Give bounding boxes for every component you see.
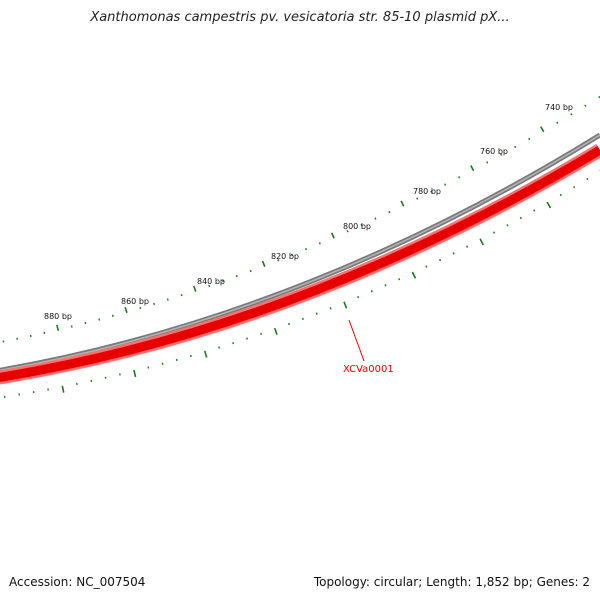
minor-tick [572, 185, 576, 189]
minor-tick [277, 259, 280, 262]
map-title: Xanthomonas campestris pv. vesicatoria s… [90, 10, 510, 25]
topology-summary: Topology: circular; Length: 1,852 bp; Ge… [313, 575, 590, 589]
minor-tick [153, 302, 156, 306]
plasmid-backbone [0, 132, 600, 373]
gene-label[interactable]: XCVa0001 [343, 364, 394, 375]
major-tick [400, 200, 405, 207]
major-tick [61, 385, 65, 393]
minor-tick [500, 153, 503, 156]
minor-tick [388, 210, 391, 214]
minor-tick [492, 231, 496, 234]
minor-tick [570, 113, 573, 116]
minor-tick [556, 121, 559, 124]
minor-tick [139, 306, 142, 310]
minor-tick [533, 209, 536, 212]
minor-tick [175, 358, 178, 362]
major-tick [273, 327, 278, 335]
major-tick [330, 232, 335, 239]
minor-tick [452, 252, 455, 255]
minor-tick [98, 318, 101, 321]
minor-tick [189, 354, 192, 358]
major-tick [411, 271, 417, 279]
major-tick [56, 324, 60, 331]
minor-tick [161, 362, 164, 365]
minor-tick [360, 223, 363, 227]
minor-tick [559, 193, 562, 197]
minor-tick [329, 307, 332, 310]
minor-tick [416, 197, 419, 200]
minor-tick [70, 325, 73, 328]
minor-tick [221, 279, 224, 283]
minor-tick [374, 217, 377, 220]
minor-tick [465, 245, 469, 248]
minor-tick [246, 337, 249, 340]
major-tick [479, 238, 485, 246]
tick-label: 760 bp [480, 147, 508, 156]
tick-label: 840 bp [197, 277, 225, 286]
minor-tick [29, 334, 32, 338]
accession-label: Accession: NC_007504 [9, 575, 146, 589]
major-tick [470, 165, 475, 172]
major-tick [546, 201, 552, 209]
minor-tick [235, 274, 238, 278]
minor-tick [357, 295, 360, 299]
minor-tick [111, 314, 114, 317]
tick-label: 860 bp [121, 297, 149, 306]
minor-tick [528, 137, 531, 141]
plasmid-backbone-highlight [0, 134, 600, 372]
minor-tick [384, 284, 387, 287]
major-tick [124, 306, 128, 314]
gene-feature[interactable] [0, 143, 600, 385]
minor-tick [208, 284, 211, 288]
minor-tick [166, 298, 169, 301]
tick-label: 780 bp [413, 187, 441, 196]
tick-label: 740 bp [545, 103, 573, 112]
major-tick [203, 350, 208, 358]
tick-label: 820 bp [271, 252, 299, 261]
minor-tick [584, 104, 587, 108]
minor-tick [249, 269, 252, 273]
minor-tick [291, 253, 294, 257]
minor-tick [304, 247, 308, 251]
minor-tick [301, 317, 304, 321]
minor-tick [398, 278, 401, 281]
minor-tick [438, 258, 442, 262]
minor-tick [586, 177, 589, 181]
tick-label: 800 bp [343, 222, 371, 231]
minor-tick [506, 224, 509, 227]
minor-tick [370, 290, 373, 293]
minor-tick [514, 145, 517, 149]
minor-tick [260, 332, 263, 336]
minor-tick [486, 161, 489, 164]
minor-tick [318, 242, 321, 245]
minor-tick [84, 321, 87, 325]
minor-tick [218, 346, 221, 349]
minor-tick [147, 366, 150, 369]
tick-label: 880 bp [44, 312, 72, 321]
minor-tick [444, 183, 447, 186]
minor-tick [425, 265, 428, 268]
minor-tick [180, 293, 183, 297]
minor-tick [346, 230, 349, 233]
major-tick [540, 126, 545, 133]
outer-tick-track [2, 95, 600, 343]
major-tick [193, 285, 197, 292]
major-tick [343, 301, 348, 309]
major-tick [133, 369, 137, 378]
gene-callout-line [348, 319, 365, 362]
minor-tick [458, 176, 461, 179]
minor-tick [232, 341, 235, 345]
minor-tick [287, 322, 290, 326]
minor-tick [519, 216, 522, 220]
gene-feature-core [0, 146, 600, 382]
minor-tick [315, 312, 318, 315]
inner-tick-track [3, 170, 600, 398]
major-tick [261, 260, 266, 267]
minor-tick [430, 190, 433, 193]
